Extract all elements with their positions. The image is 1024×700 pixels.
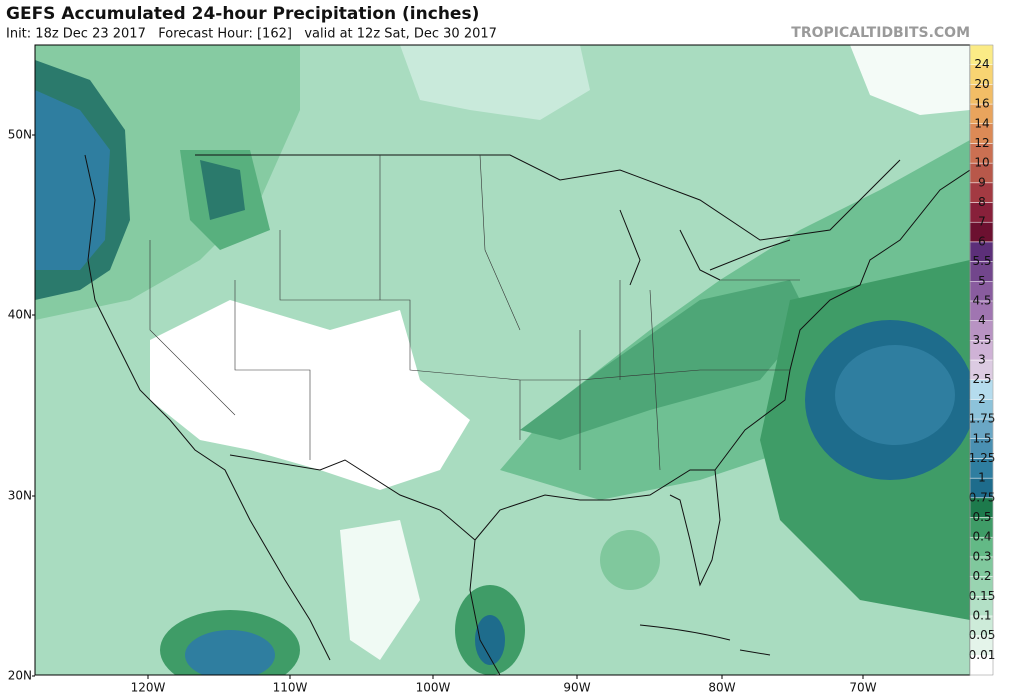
colorbar-label: 20 [974, 77, 989, 91]
subtitle: Init: 18z Dec 23 2017 Forecast Hour: [16… [6, 27, 497, 42]
heavy-area [200, 160, 245, 220]
lat-label: 20N [8, 669, 32, 683]
map: 50N 40N 30N 20N 120W 110W 100W 90W 80W 70W [8, 44, 971, 695]
map-field [35, 45, 970, 675]
lon-label: 80W [708, 681, 735, 695]
coastlines [84, 154, 970, 675]
colorbar-label: 2 [978, 392, 986, 406]
colorbar-label: 3 [978, 353, 986, 367]
colorbar: 0.01 0.05 0.1 0.15 0.2 0.3 0.4 0.5 0.75 1 1.25 1.5 1… [969, 44, 996, 676]
lat-label: 50N [8, 128, 32, 142]
gulf-coast [474, 469, 721, 587]
colorbar-label: 1.5 [972, 431, 991, 445]
colorbar-label: 0.2 [972, 569, 991, 583]
colorbar-label: 1.25 [969, 451, 996, 465]
ocean-heavy [185, 630, 275, 675]
mexico-coast [469, 539, 501, 675]
colorbar-label: 24 [974, 57, 989, 71]
colorbar-label: 4.5 [972, 293, 991, 307]
colorbar-label: 12 [974, 136, 989, 150]
great-lakes [619, 209, 791, 286]
colorbar-label: 0.4 [972, 530, 991, 544]
colorbar-label: 7 [978, 215, 986, 229]
colorbar-label: 0.75 [969, 490, 996, 504]
colorbar-label: 14 [974, 116, 989, 130]
lon-labels: 120W 110W 100W 90W 80W 70W [131, 675, 877, 695]
atlantic-coast [714, 169, 970, 471]
colorbar-frame [969, 44, 994, 676]
wet-area [600, 530, 660, 590]
colorbar-label: 5 [978, 274, 986, 288]
lon-label: 120W [131, 681, 166, 695]
lon-label: 110W [273, 681, 308, 695]
colorbar-label: 0.05 [969, 628, 996, 642]
colorbar-label: 0.15 [969, 589, 996, 603]
state-lines [149, 154, 800, 471]
light-area [400, 45, 590, 120]
watermark: TROPICALTIDBITS.COM [791, 25, 970, 41]
colorbar-label: 5.5 [972, 254, 991, 268]
lat-label: 30N [8, 489, 32, 503]
colorbar-label: 0.01 [969, 648, 996, 662]
colorbar-label: 3.5 [972, 333, 991, 347]
colorbar-label: 16 [974, 97, 989, 111]
colorbar-label: 8 [978, 195, 986, 209]
colorbar-label: 10 [974, 156, 989, 170]
lon-label: 90W [563, 681, 590, 695]
lat-label: 40N [8, 308, 32, 322]
colorbar-label: 6 [978, 234, 986, 248]
colorbar-label: 4 [978, 313, 986, 327]
colorbar-label: 1.75 [969, 412, 996, 426]
colorbar-label: 0.3 [972, 549, 991, 563]
colorbar-label: 0.1 [972, 608, 991, 622]
cuba [639, 624, 771, 656]
heavy-area [35, 90, 110, 270]
border [195, 154, 901, 241]
lat-labels: 50N 40N 30N 20N [8, 128, 35, 683]
ocean-heavy [475, 615, 505, 665]
pacific-coast [84, 154, 331, 661]
colorbar-label: 1 [978, 471, 986, 485]
colorbar-label: 9 [978, 175, 986, 189]
border [229, 454, 476, 541]
lon-label: 100W [416, 681, 451, 695]
dry-area [340, 520, 420, 660]
colorbar-label: 0.5 [972, 510, 991, 524]
wet-area [520, 280, 810, 440]
light-area [850, 45, 970, 115]
lon-label: 70W [849, 681, 876, 695]
title: GEFS Accumulated 24-hour Precipitation (… [6, 4, 479, 24]
ocean-heavy [835, 345, 955, 445]
colorbar-label: 2.5 [972, 372, 991, 386]
